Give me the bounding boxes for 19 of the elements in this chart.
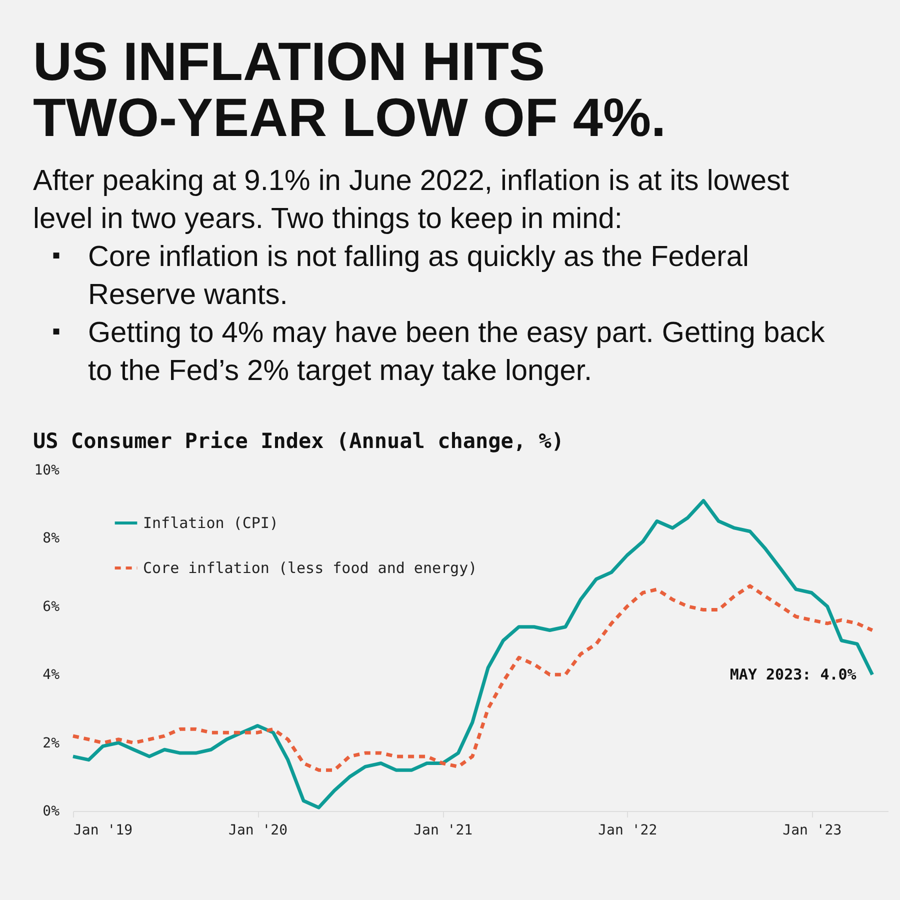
y-tick-label: 8%	[42, 530, 60, 547]
y-axis-title: US Consumer Price Index (Annual change, %)	[33, 429, 564, 453]
x-tick-label: Jan '22	[598, 822, 658, 838]
line-series	[71, 498, 874, 810]
chart-subtitle: After peaking at 9.1% in June 2022, inflation is at its lowest level in two years. Two things to keep in mind: ▪ Core inflation is not falling as quickly as the Federal Reserve wants. ▪ Getting to 4% may have been the easy part. Getting back to the Fed’s 2% target may take longer.	[33, 165, 826, 387]
y-tick-label: 4%	[42, 667, 60, 684]
y-tick-label: 2%	[42, 735, 60, 752]
legend-label: Inflation (CPI)	[143, 514, 278, 532]
x-tick-label: Jan '23	[782, 822, 842, 838]
line-series	[71, 584, 874, 772]
x-tick-label: Jan '19	[74, 822, 133, 838]
legend-label: Core inflation (less food and energy)	[143, 559, 478, 577]
y-tick-label: 6%	[42, 598, 60, 615]
y-tick-label: 0%	[42, 804, 60, 820]
y-tick-label: 10%	[34, 462, 60, 478]
x-tick-label: Jan '20	[228, 822, 288, 838]
x-tick-label: Jan '21	[414, 822, 473, 838]
annotation: MAY 2023: 4.0%	[730, 666, 856, 684]
chart-title: US INFLATION HITS TWO-YEAR LOW OF 4%.	[33, 32, 666, 148]
